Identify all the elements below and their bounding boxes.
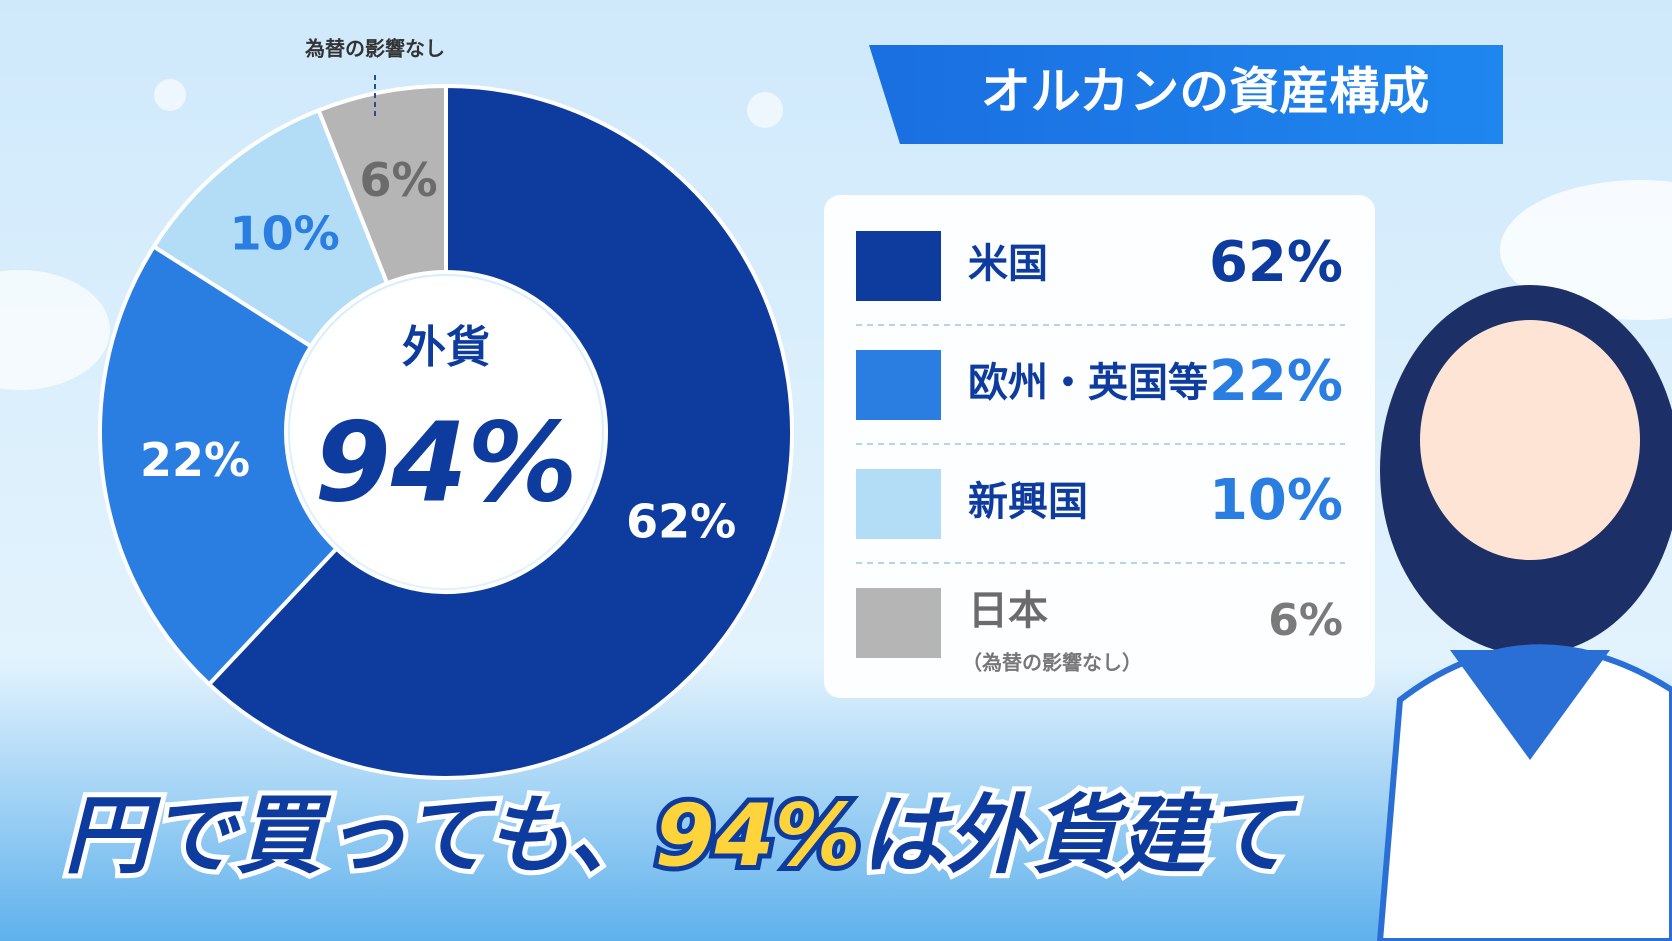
center-value: 94% [314,398,577,526]
legend-swatch [856,469,941,539]
legend-label: 欧州・英国等 [968,360,1208,406]
caption-part: は外貨建て [861,786,1299,886]
annotation: 為替の影響なし [305,37,445,61]
slice [316,83,448,286]
legend-value: 62% [1209,230,1343,295]
data-label: 22% [140,433,250,487]
center-label: 外貨 [402,322,490,373]
slice [98,243,340,688]
legend-note: （為替の影響なし） [962,651,1142,675]
data-label: 6% [360,153,438,207]
legend-value: 6% [1268,595,1343,646]
cloud [0,270,110,390]
caption-highlight: 94% [655,786,861,886]
caption: 円で買っても、94%は外貨建て [64,786,1299,886]
legend: 米国 62% 欧州・英国等 22% 新興国 10% 日本 6% （為替の影響なし） [856,230,1345,675]
legend-label: 日本 [968,588,1048,634]
title-banner [869,45,1503,144]
bubble [747,92,783,128]
legend-value: 10% [1209,468,1343,533]
legend-value: 22% [1209,349,1343,414]
bubble [154,79,186,111]
chart-title: オルカンの資産構成 [981,63,1430,121]
legend-label: 新興国 [968,479,1088,525]
center-hole [290,276,602,588]
legend-label: 米国 [968,241,1048,287]
slice [206,83,794,780]
cloud [1500,180,1672,320]
legend-panel [824,195,1375,698]
legend-swatch [856,588,941,658]
character [1376,285,1672,941]
legend-swatch [856,231,941,301]
slice [151,107,390,350]
data-label: 10% [230,207,340,261]
caption-part: 円で買っても、 [64,786,655,886]
pie: 62% 22% 10% 6% 外貨 94% [98,83,794,780]
legend-swatch [856,350,941,420]
data-label: 62% [626,495,736,549]
